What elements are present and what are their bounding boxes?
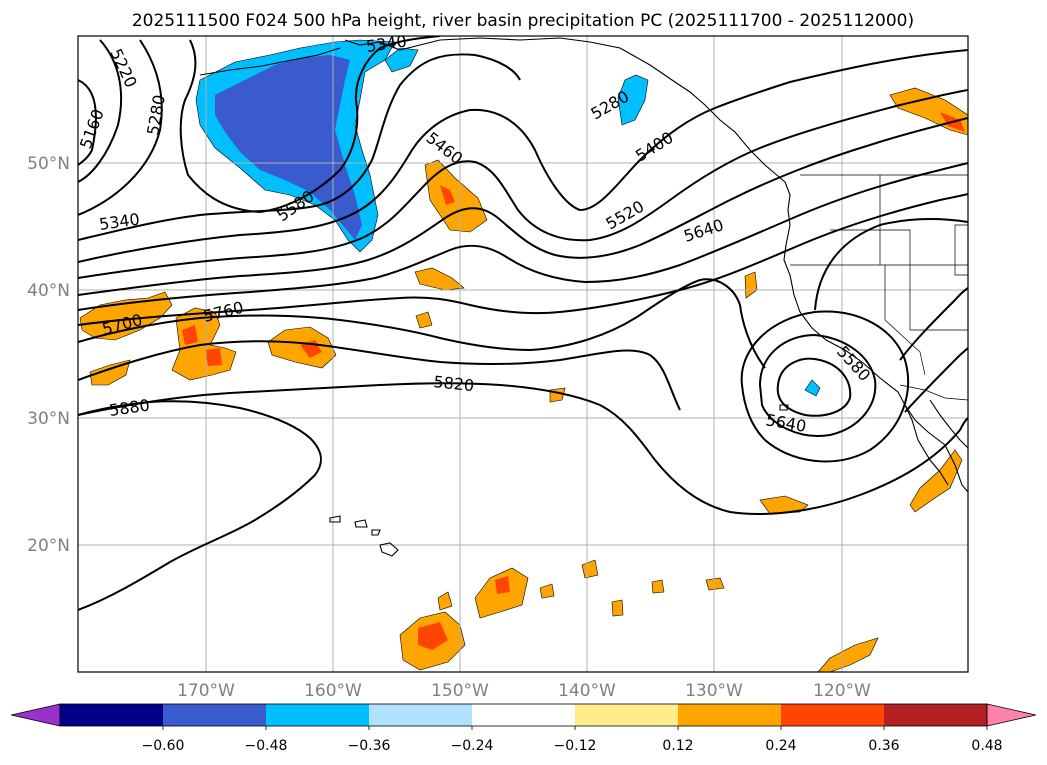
neg-shade-small-1: [617, 74, 649, 126]
state-border-4: [954, 224, 968, 276]
colorbar-tick-label: 0.36: [868, 738, 899, 754]
colorbar-tick-label: −0.48: [245, 738, 288, 754]
lat-label-30n: 30°N: [27, 409, 70, 429]
pos-shade-12: [759, 495, 809, 515]
colorbar-tick-label: 0.24: [765, 738, 796, 754]
colorbar-extend-low: [11, 703, 61, 727]
state-border-1: [790, 175, 968, 266]
colorbar-tick-label: 0.12: [662, 738, 693, 754]
pos-shade-15-core: [495, 576, 510, 594]
contour-ne-ring: [814, 218, 968, 311]
lon-label-130w: 130°W: [685, 681, 743, 701]
graticule: [78, 36, 968, 672]
colorbar-bin: [60, 704, 163, 726]
island-hawaii-4: [371, 529, 381, 536]
pos-shade-14-core: [418, 622, 448, 650]
lat-label-50n: 50°N: [27, 154, 70, 174]
pos-shade-17: [611, 599, 624, 617]
colorbar-tick-label: −0.12: [554, 738, 597, 754]
contour-label: 5820: [433, 372, 475, 395]
lat-label-20n: 20°N: [27, 536, 70, 556]
us-mexico-border: [899, 384, 968, 401]
colorbar-tick-label: 0.48: [971, 738, 1002, 754]
contour-5220: [78, 39, 123, 183]
colorbar-extend-high: [986, 703, 1036, 727]
pos-shade-4-core2: [205, 348, 222, 366]
contour-east-1: [899, 287, 968, 361]
colorbar-bin: [163, 704, 266, 726]
pos-shade-19: [705, 577, 725, 591]
contour-5700: [78, 278, 766, 369]
colorbar: −0.60 −0.48 −0.36 −0.24 −0.12 0.12 0.24 0.36 0.4…: [11, 703, 1036, 754]
figure-title: 2025111500 F024 500 hPa height, river ba…: [132, 11, 914, 31]
pos-shade-13: [817, 637, 879, 672]
lat-label-40n: 40°N: [27, 281, 70, 301]
contour-5580a: [78, 162, 968, 311]
pos-shade-1-core: [440, 185, 455, 205]
longitude-labels: 170°W 160°W 150°W 140°W 130°W 120°W: [177, 681, 871, 701]
latitude-labels: 50°N 40°N 30°N 20°N: [27, 154, 70, 556]
colorbar-tick-label: −0.36: [348, 738, 391, 754]
colorbar-tick-label: −0.24: [451, 738, 494, 754]
negative-pc-shading: [195, 39, 821, 397]
colorbar-bin: [781, 704, 884, 726]
island-hawaii-1: [379, 542, 399, 557]
lon-label-120w: 120°W: [813, 681, 871, 701]
alaska-coast: [344, 37, 786, 183]
colorbar-outline: [59, 703, 988, 727]
contour-5280a: [78, 39, 163, 216]
colorbar-bin: [266, 704, 369, 726]
neg-shade-small-2: [804, 379, 821, 397]
state-border-3: [884, 265, 926, 376]
pos-shade-18: [651, 579, 665, 594]
lon-label-150w: 150°W: [431, 681, 489, 701]
baja-coast: [904, 404, 949, 486]
contour-5400: [78, 49, 968, 263]
map-frame: [77, 35, 969, 673]
contour-low-inner: [776, 357, 852, 417]
colorbar-bin: [884, 704, 987, 726]
pos-shade-5: [79, 291, 173, 341]
contour-5520: [78, 117, 968, 296]
contour-low-mid: [758, 333, 877, 437]
pos-shade-8: [415, 311, 433, 329]
pos-shade-20: [539, 583, 555, 599]
island-hawaii-3: [329, 515, 341, 523]
contour-label: 5340: [365, 31, 408, 55]
neg-shade-small-3: [384, 47, 419, 73]
lon-label-140w: 140°W: [558, 681, 616, 701]
lon-label-160w: 160°W: [304, 681, 362, 701]
contour-5880: [78, 400, 322, 611]
lon-label-170w: 170°W: [177, 681, 235, 701]
contour-5820: [78, 382, 968, 515]
neg-shade-dark: [215, 55, 362, 240]
contour-east-2: [904, 347, 968, 413]
contour-5460: [78, 89, 968, 279]
gulf-california: [929, 399, 968, 449]
pos-shade-21: [581, 559, 599, 579]
pos-shade-2: [414, 267, 465, 291]
contour-low-outer: [740, 310, 910, 463]
map-area: 5220 5160 5280 5340 5340 5460 5580 5280 …: [78, 31, 968, 672]
colorbar-bin: [678, 704, 781, 726]
height-contours: [78, 36, 968, 611]
pos-shade-4-core: [182, 325, 198, 345]
contour-5640a: [78, 193, 968, 326]
aleutian-arc: [199, 47, 341, 76]
pos-shade-16: [437, 591, 453, 611]
pos-shade-1: [424, 159, 488, 233]
pos-shade-11: [909, 449, 963, 513]
contour-5340a: [179, 36, 441, 214]
bc-coast: [783, 181, 968, 493]
colorbar-bin: [472, 704, 575, 726]
contour-5760: [78, 340, 681, 411]
colorbar-bin: [575, 704, 678, 726]
contour-5340b: [78, 53, 521, 241]
colorbar-tick-label: −0.60: [142, 738, 185, 754]
island-hawaii-2: [354, 519, 368, 528]
colorbar-bin: [369, 704, 472, 726]
coastlines: [199, 37, 968, 557]
contour-5160: [78, 79, 97, 166]
